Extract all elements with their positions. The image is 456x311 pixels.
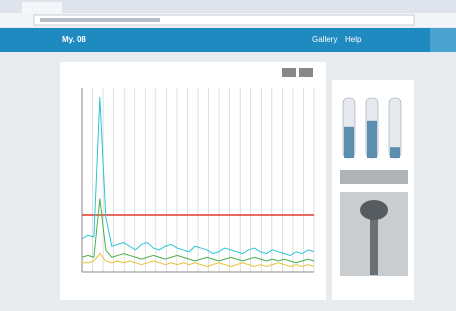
zoom-button[interactable] xyxy=(299,68,313,77)
tab-bar xyxy=(0,0,456,13)
nav-item[interactable]: Help xyxy=(345,35,362,44)
tower xyxy=(370,215,378,275)
zoom-button[interactable] xyxy=(282,68,296,77)
menu-button[interactable] xyxy=(430,28,456,52)
screen: My. 08 Gallery Help xyxy=(0,0,456,306)
tower-tank xyxy=(360,200,388,220)
url xyxy=(40,18,160,22)
header-title: My. 08 xyxy=(62,35,86,44)
tab[interactable] xyxy=(22,2,62,13)
page: My. 08 Gallery Help (() => { const data … xyxy=(0,0,456,306)
gauge-level xyxy=(344,127,354,158)
gauge-level xyxy=(390,147,400,158)
status-bar xyxy=(340,170,408,184)
nav-item[interactable]: Gallery xyxy=(312,35,337,44)
gauge-level xyxy=(367,121,377,158)
